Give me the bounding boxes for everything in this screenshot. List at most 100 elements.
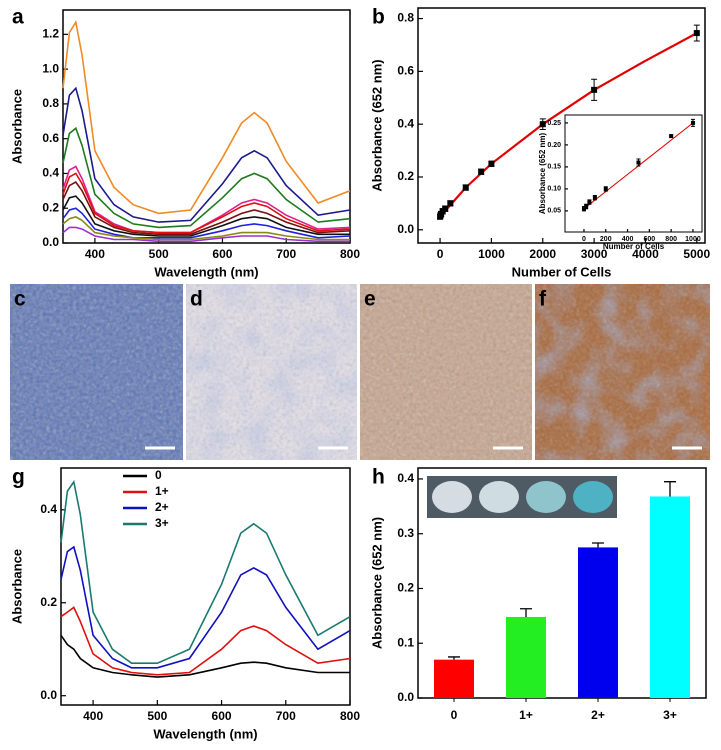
x-tick-label: 2+	[591, 708, 605, 722]
error-bar	[592, 542, 604, 548]
x-tick-label: 800	[665, 236, 677, 243]
panel: 0.0 0.1 0.2 0.3 0.4 Absorbance (652 nm) h 0 1+ 2+…	[369, 466, 707, 722]
y-tick-label: 0.1	[397, 635, 414, 649]
well-photo	[427, 476, 617, 518]
data-line	[62, 172, 351, 234]
micrograph-c: c	[10, 284, 183, 460]
y-tick-label: 0.05	[547, 208, 561, 215]
x-tick-label: 600	[212, 709, 232, 723]
x-tick-label: 2000	[529, 247, 556, 261]
plot-frame	[417, 467, 707, 699]
legend-label: 1+	[155, 484, 169, 498]
data-point	[539, 121, 546, 128]
x-tick-label: 800	[340, 709, 360, 723]
panel: 0.05 0.10 0.15 0.20 0.25 0 200 400 600 800 1000 Num…	[538, 114, 703, 251]
y-tick-label: 0.20	[547, 142, 561, 149]
data-line	[60, 479, 351, 664]
data-line	[62, 20, 351, 215]
data-line	[60, 634, 350, 678]
data-line	[62, 216, 350, 241]
y-tick-label: 0.2	[397, 581, 414, 595]
y-tick-label: 0.3	[397, 526, 414, 540]
legend-label: 0	[155, 468, 162, 482]
data-line	[62, 226, 350, 243]
data-point	[591, 86, 598, 93]
data-line	[62, 207, 351, 239]
data-point	[592, 195, 597, 200]
x-tick-label: 0	[582, 236, 586, 243]
y-tick-label: 1.2	[42, 27, 59, 41]
data-line	[62, 195, 350, 237]
panel-label: e	[364, 288, 376, 311]
well	[479, 481, 519, 513]
data-line	[60, 545, 351, 669]
panel-label: f	[539, 288, 547, 311]
error-bar	[664, 481, 676, 497]
data-point	[587, 200, 592, 205]
y-tick-label: 0.0	[40, 688, 57, 702]
panel-label: b	[372, 6, 385, 29]
y-tick-label: 0.0	[397, 690, 414, 704]
data-line	[62, 181, 351, 236]
data-point	[636, 160, 641, 165]
error-bar	[520, 608, 532, 617]
x-tick-label: 1+	[519, 708, 533, 722]
data-point	[447, 200, 454, 207]
y-tick-label: 0.6	[397, 64, 414, 78]
x-tick-label: 200	[600, 236, 612, 243]
x-tick-label: 5000	[683, 247, 710, 261]
data-point	[488, 160, 495, 167]
data-point	[584, 204, 589, 209]
data-line	[62, 86, 351, 223]
data-line	[62, 126, 351, 229]
x-tick-label: 0	[437, 247, 444, 261]
legend-label: 3+	[155, 516, 169, 530]
panel: 0.0 0.2 0.4 0.6 0.8 1.0 1.2 400 500 600 700 800 Wave…	[9, 6, 360, 280]
panel: 0.00.20.40.60.80 1000 2000 3000 4000 5000Numb…	[369, 6, 710, 280]
data-point	[693, 30, 700, 37]
y-tick-label: 0.0	[397, 222, 414, 236]
data-line	[60, 606, 351, 676]
plot-frame	[62, 9, 351, 244]
x-tick-label: 3+	[663, 708, 677, 722]
bar	[578, 547, 618, 698]
y-tick-label: 0.2	[42, 200, 59, 214]
bar	[434, 659, 474, 698]
x-tick-label: 700	[276, 709, 296, 723]
plot-frame	[564, 114, 703, 233]
y-axis-label: Absorbance (652 nm)	[369, 517, 384, 649]
y-tick-label: 0.2	[397, 169, 414, 183]
x-axis-label: Wavelength (nm)	[153, 726, 257, 741]
y-tick-label: 0.0	[42, 235, 59, 249]
plot-frame	[60, 467, 351, 706]
x-axis-label: Number of Cells	[603, 242, 665, 251]
x-tick-label: 4000	[632, 247, 659, 261]
panel-label: h	[372, 466, 385, 489]
well	[432, 481, 472, 513]
y-tick-label: 0.4	[40, 502, 57, 516]
texture	[535, 284, 710, 460]
data-point	[581, 206, 586, 211]
y-tick-label: 0.15	[547, 164, 561, 171]
micrograph-d: d	[186, 284, 357, 460]
y-tick-label: 0.4	[397, 471, 414, 485]
x-tick-label: 400	[622, 236, 634, 243]
x-tick-label: 400	[83, 709, 103, 723]
y-tick-label: 0.2	[40, 595, 57, 609]
x-tick-label: 800	[340, 247, 360, 261]
y-tick-label: 0.8	[42, 96, 59, 110]
y-axis-label: Absorbance (652 nm)	[369, 59, 384, 191]
x-tick-label: 1000	[478, 247, 505, 261]
x-tick-label: 3000	[581, 247, 608, 261]
well	[573, 481, 613, 513]
x-tick-label: 400	[85, 247, 105, 261]
panel-label: a	[12, 6, 24, 29]
x-tick-label: 1000	[685, 236, 701, 243]
texture	[10, 284, 183, 460]
x-tick-label: 500	[149, 247, 169, 261]
well	[526, 481, 566, 513]
data-point	[690, 120, 695, 125]
y-tick-label: 1.0	[42, 61, 59, 75]
bar	[506, 616, 546, 698]
